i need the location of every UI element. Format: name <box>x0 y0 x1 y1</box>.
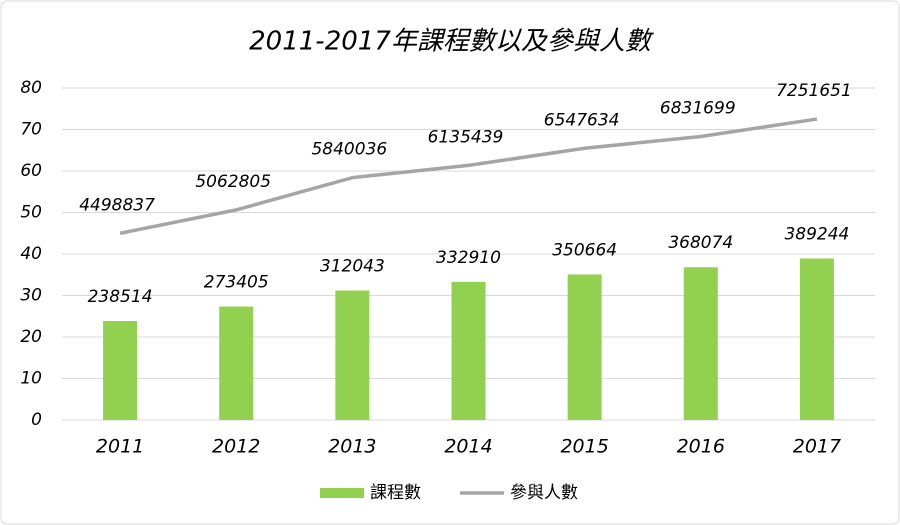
chart-title: 2011-2017年課程數以及參與人數 <box>249 27 655 57</box>
bar <box>103 321 138 420</box>
y-tick-label: 0 <box>31 410 42 430</box>
data-label: 4498837 <box>79 195 155 215</box>
data-label: 389244 <box>784 224 849 244</box>
y-tick-label: 70 <box>20 120 42 140</box>
data-label: 5840036 <box>311 140 387 160</box>
x-tick-label: 2011 <box>96 436 144 458</box>
bar <box>451 281 486 420</box>
line <box>119 117 818 236</box>
data-label: 7251651 <box>776 81 852 101</box>
x-tick-label: 2016 <box>677 436 725 458</box>
data-label: 350664 <box>552 240 617 260</box>
legend-swatch <box>320 488 364 498</box>
y-tick-label: 60 <box>20 161 42 181</box>
data-label: 312043 <box>320 257 385 277</box>
data-label: 368074 <box>668 233 733 253</box>
x-tick-label: 2012 <box>212 436 260 458</box>
bar <box>219 306 254 420</box>
data-label: 6831699 <box>660 98 736 118</box>
y-tick-label: 40 <box>20 244 42 264</box>
x-tick-label: 2014 <box>444 436 492 458</box>
data-label: 6135439 <box>428 127 504 147</box>
data-label: 6547634 <box>544 110 620 130</box>
bar <box>683 267 718 420</box>
data-label: 238514 <box>88 287 153 307</box>
y-tick-label: 50 <box>20 203 42 223</box>
bar <box>567 274 602 420</box>
x-tick-label: 2017 <box>793 436 841 458</box>
y-tick-label: 10 <box>20 369 42 389</box>
legend-label: 參與人數 <box>510 483 578 503</box>
legend-label: 課程數 <box>370 483 421 503</box>
data-label: 5062805 <box>195 172 271 192</box>
x-tick-label: 2013 <box>328 436 376 458</box>
data-label: 332910 <box>436 248 501 268</box>
y-tick-label: 30 <box>20 286 42 306</box>
y-tick-label: 20 <box>20 327 42 347</box>
y-tick-label: 80 <box>20 78 42 98</box>
bar <box>799 258 834 420</box>
x-tick-label: 2015 <box>560 436 608 458</box>
data-label: 273405 <box>204 273 269 293</box>
bar <box>335 290 370 420</box>
